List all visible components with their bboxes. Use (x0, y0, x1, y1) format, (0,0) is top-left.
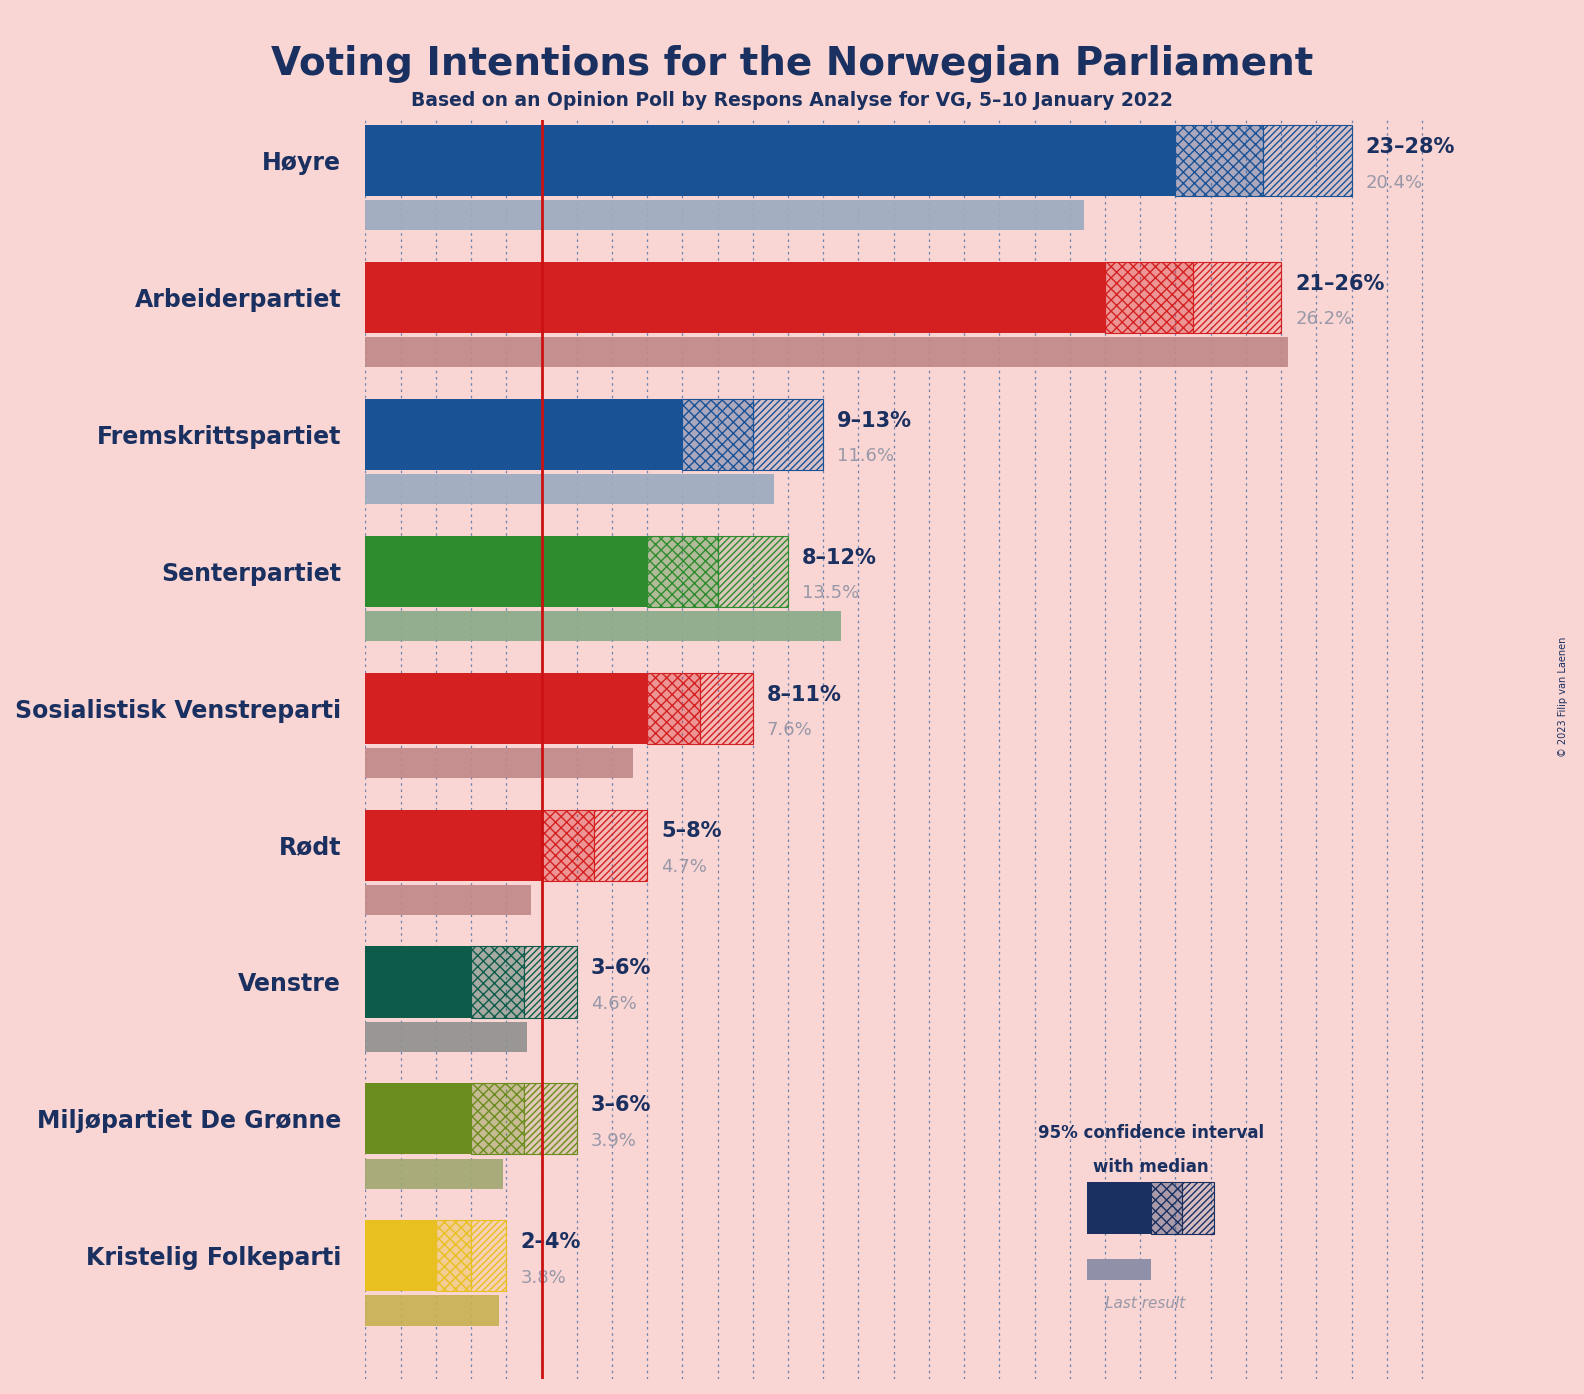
Bar (524, 947, 577, 1018)
Bar (470, 947, 524, 1018)
Bar (366, 810, 542, 881)
Bar (436, 1220, 470, 1291)
Text: 8–11%: 8–11% (767, 684, 841, 704)
Bar (542, 810, 594, 881)
Bar (366, 474, 775, 505)
Bar (594, 810, 648, 881)
Text: Based on an Opinion Poll by Respons Analyse for VG, 5–10 January 2022: Based on an Opinion Poll by Respons Anal… (412, 91, 1172, 110)
Text: 5–8%: 5–8% (661, 821, 722, 842)
Bar (648, 673, 700, 744)
Text: © 2023 Filip van Laenen: © 2023 Filip van Laenen (1559, 637, 1568, 757)
Bar (1087, 1182, 1152, 1234)
Bar (366, 535, 648, 606)
Text: 9–13%: 9–13% (838, 411, 912, 431)
Text: 95% confidence interval: 95% confidence interval (1038, 1124, 1264, 1142)
Bar (752, 399, 824, 470)
Text: 26.2%: 26.2% (1296, 311, 1353, 329)
Bar (1152, 1182, 1183, 1234)
Bar (594, 810, 648, 881)
Bar (366, 337, 1288, 368)
Bar (718, 535, 789, 606)
Text: Last result: Last result (1106, 1296, 1186, 1312)
Bar (366, 1158, 502, 1189)
Bar (718, 535, 789, 606)
Bar (1087, 1259, 1152, 1281)
Bar (366, 1220, 436, 1291)
Bar (366, 1022, 527, 1052)
Bar (1264, 125, 1351, 197)
Bar (1106, 262, 1193, 333)
Bar (648, 673, 700, 744)
Bar (648, 535, 718, 606)
Bar (683, 399, 752, 470)
Bar (524, 1083, 577, 1154)
Text: 11.6%: 11.6% (838, 447, 895, 466)
Text: 4.6%: 4.6% (591, 995, 637, 1013)
Bar (1193, 262, 1281, 333)
Bar (366, 749, 634, 778)
Bar (366, 947, 470, 1018)
Bar (470, 1083, 524, 1154)
Text: 20.4%: 20.4% (1365, 173, 1422, 191)
Text: Voting Intentions for the Norwegian Parliament: Voting Intentions for the Norwegian Parl… (271, 45, 1313, 82)
Bar (470, 1220, 507, 1291)
Bar (524, 1083, 577, 1154)
Text: 7.6%: 7.6% (767, 721, 813, 739)
Text: 3.9%: 3.9% (591, 1132, 637, 1150)
Bar (542, 810, 594, 881)
Text: 13.5%: 13.5% (802, 584, 860, 602)
Text: 23–28%: 23–28% (1365, 137, 1456, 158)
Bar (1193, 262, 1281, 333)
Bar (366, 399, 683, 470)
Bar (1152, 1182, 1183, 1234)
Text: 2–4%: 2–4% (521, 1232, 581, 1252)
Bar (366, 1083, 470, 1154)
Bar (1106, 262, 1193, 333)
Bar (752, 399, 824, 470)
Bar (700, 673, 752, 744)
Bar (366, 885, 531, 914)
Bar (366, 673, 648, 744)
Bar (683, 399, 752, 470)
Bar (366, 1295, 499, 1326)
Bar (1175, 125, 1264, 197)
Text: 3–6%: 3–6% (591, 1096, 651, 1115)
Bar (470, 1220, 507, 1291)
Text: 4.7%: 4.7% (661, 857, 706, 875)
Bar (366, 201, 1083, 230)
Text: 3.8%: 3.8% (521, 1269, 565, 1287)
Bar (436, 1220, 470, 1291)
Bar (470, 1083, 524, 1154)
Bar (524, 947, 577, 1018)
Text: 8–12%: 8–12% (802, 548, 878, 567)
Bar (700, 673, 752, 744)
Bar (1183, 1182, 1215, 1234)
Bar (366, 611, 841, 641)
Bar (366, 262, 1106, 333)
Bar (1183, 1182, 1215, 1234)
Bar (1175, 125, 1264, 197)
Bar (648, 535, 718, 606)
Bar (366, 125, 1175, 197)
Bar (1264, 125, 1351, 197)
Bar (470, 947, 524, 1018)
Text: with median: with median (1093, 1158, 1209, 1175)
Text: 3–6%: 3–6% (591, 958, 651, 979)
Text: 21–26%: 21–26% (1296, 273, 1384, 294)
